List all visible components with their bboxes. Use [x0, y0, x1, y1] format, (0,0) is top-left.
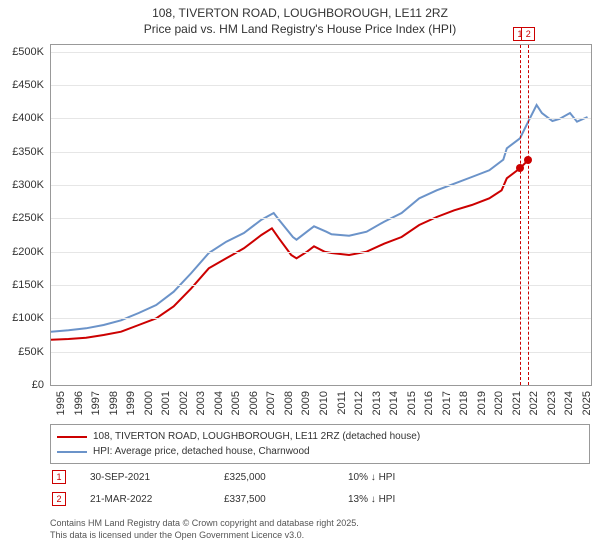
price-marker-dot	[516, 164, 524, 172]
x-tick-label: 2013	[371, 391, 383, 415]
y-gridline	[51, 285, 591, 286]
transaction-row: 1 30-SEP-2021 £325,000 10% ↓ HPI	[50, 466, 590, 488]
credits: Contains HM Land Registry data © Crown c…	[50, 518, 590, 541]
y-gridline	[51, 252, 591, 253]
x-tick-label: 2016	[423, 391, 435, 415]
x-tick-label: 2009	[300, 391, 312, 415]
chart-area: £0£50K£100K£150K£200K£250K£300K£350K£400…	[50, 44, 590, 414]
x-tick-label: 2006	[248, 391, 260, 415]
transaction-key: 1	[52, 470, 66, 484]
y-tick-label: £250K	[0, 212, 44, 224]
price-marker-dot	[524, 156, 532, 164]
y-gridline	[51, 185, 591, 186]
legend-swatch	[57, 451, 87, 453]
y-tick-label: £450K	[0, 79, 44, 91]
y-tick-label: £300K	[0, 179, 44, 191]
y-tick-label: £500K	[0, 46, 44, 58]
y-gridline	[51, 352, 591, 353]
y-tick-label: £100K	[0, 312, 44, 324]
y-tick-label: £200K	[0, 246, 44, 258]
x-tick-label: 2020	[493, 391, 505, 415]
credit-line-1: Contains HM Land Registry data © Crown c…	[50, 518, 590, 530]
y-tick-label: £400K	[0, 112, 44, 124]
x-tick-label: 2003	[195, 391, 207, 415]
transaction-price: £337,500	[224, 494, 324, 505]
transaction-row: 2 21-MAR-2022 £337,500 13% ↓ HPI	[50, 488, 590, 510]
transaction-price: £325,000	[224, 472, 324, 483]
price-marker-line	[528, 45, 529, 385]
x-tick-label: 2011	[336, 391, 348, 415]
y-tick-label: £50K	[0, 346, 44, 358]
x-tick-label: 2023	[546, 391, 558, 415]
x-tick-label: 2004	[213, 391, 225, 415]
title-line-2: Price paid vs. HM Land Registry's House …	[0, 22, 600, 38]
legend-label: 108, TIVERTON ROAD, LOUGHBOROUGH, LE11 2…	[93, 429, 420, 444]
x-tick-label: 2005	[230, 391, 242, 415]
x-tick-label: 2008	[283, 391, 295, 415]
y-tick-label: £350K	[0, 146, 44, 158]
transaction-vs-hpi: 13% ↓ HPI	[348, 494, 588, 505]
x-tick-label: 2024	[563, 391, 575, 415]
x-tick-label: 2017	[441, 391, 453, 415]
credit-line-2: This data is licensed under the Open Gov…	[50, 530, 590, 542]
price-marker-line	[520, 45, 521, 385]
y-tick-label: £0	[0, 379, 44, 391]
legend-label: HPI: Average price, detached house, Char…	[93, 444, 310, 459]
x-tick-label: 2022	[528, 391, 540, 415]
price-marker-badge: 2	[521, 27, 535, 41]
x-tick-label: 2019	[476, 391, 488, 415]
legend-item: HPI: Average price, detached house, Char…	[57, 444, 583, 459]
x-tick-label: 1996	[73, 391, 85, 415]
y-gridline	[51, 85, 591, 86]
x-tick-label: 2025	[581, 391, 593, 415]
legend: 108, TIVERTON ROAD, LOUGHBOROUGH, LE11 2…	[50, 424, 590, 464]
x-tick-label: 2012	[353, 391, 365, 415]
x-tick-label: 2010	[318, 391, 330, 415]
legend-item: 108, TIVERTON ROAD, LOUGHBOROUGH, LE11 2…	[57, 429, 583, 444]
chart-lines	[51, 45, 591, 385]
transaction-key: 2	[52, 492, 66, 506]
y-gridline	[51, 218, 591, 219]
x-tick-label: 2014	[388, 391, 400, 415]
x-tick-label: 2015	[406, 391, 418, 415]
x-tick-label: 1995	[55, 391, 67, 415]
y-tick-label: £150K	[0, 279, 44, 291]
x-tick-label: 2001	[160, 391, 172, 415]
x-tick-label: 2018	[458, 391, 470, 415]
x-tick-label: 1997	[90, 391, 102, 415]
transactions-table: 1 30-SEP-2021 £325,000 10% ↓ HPI 2 21-MAR-202…	[50, 466, 590, 510]
x-tick-label: 1999	[125, 391, 137, 415]
x-tick-label: 1998	[108, 391, 120, 415]
title-line-1: 108, TIVERTON ROAD, LOUGHBOROUGH, LE11 2…	[0, 6, 600, 22]
chart-plot: £0£50K£100K£150K£200K£250K£300K£350K£400…	[50, 44, 592, 386]
legend-swatch	[57, 436, 87, 438]
transaction-date: 21-MAR-2022	[90, 494, 200, 505]
x-tick-label: 2002	[178, 391, 190, 415]
y-gridline	[51, 152, 591, 153]
x-tick-label: 2000	[143, 391, 155, 415]
transaction-vs-hpi: 10% ↓ HPI	[348, 472, 588, 483]
series-line	[51, 160, 528, 340]
y-gridline	[51, 118, 591, 119]
x-tick-label: 2021	[511, 391, 523, 415]
y-gridline	[51, 318, 591, 319]
transaction-date: 30-SEP-2021	[90, 472, 200, 483]
y-gridline	[51, 52, 591, 53]
x-tick-label: 2007	[265, 391, 277, 415]
